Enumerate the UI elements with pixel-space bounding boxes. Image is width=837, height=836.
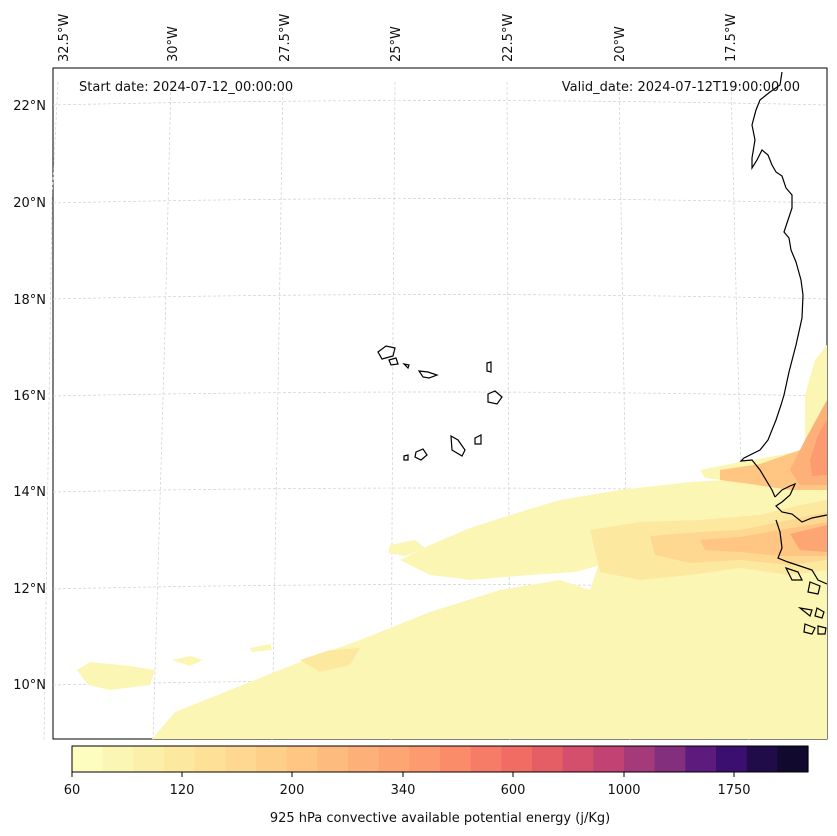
sao-vicente-island (388, 357, 399, 366)
colorbar-cell (440, 746, 472, 772)
colorbar-cell (286, 746, 318, 772)
cape-region-mid (790, 525, 827, 552)
african-coastline (739, 71, 804, 498)
valid-date-label: Valid_date: 2024-07-12T19:00:00.00 (562, 80, 800, 95)
parallel-line (52, 487, 828, 493)
colorbar-ticks (71, 772, 735, 777)
colorbar-cell (317, 746, 349, 772)
colorbar-cell (501, 746, 533, 772)
colorbar-cells (72, 746, 809, 772)
bijagos-islands (784, 566, 827, 635)
colorbar-cell (348, 746, 380, 772)
santo-antao-island (377, 345, 396, 360)
colorbar-cell (685, 746, 717, 772)
colorbar-cell (654, 746, 686, 772)
lat-label: 14°N (13, 485, 46, 500)
colorbar-cell (225, 746, 257, 772)
colorbar-tick-label: 1000 (607, 783, 640, 798)
lat-label: 20°N (13, 196, 46, 211)
cape-region-low (440, 670, 475, 705)
colorbar-cell (102, 746, 134, 772)
lat-label: 12°N (13, 582, 46, 597)
cape-region-mid (700, 522, 827, 556)
colorbar-label: 925 hPa convective available potential e… (270, 811, 610, 826)
colorbar-cell (409, 746, 441, 772)
colorbar-cell (470, 746, 502, 772)
colorbar-tick-label: 60 (64, 783, 81, 798)
colorbar-cell (716, 746, 748, 772)
colorbar-tick-label: 1750 (717, 783, 750, 798)
lon-label: 30°W (166, 26, 181, 62)
boa-vista-island (487, 390, 503, 405)
parallel-line (52, 198, 828, 204)
santa-luzia-island (402, 363, 410, 370)
colorbar-outline (71, 745, 809, 773)
colorbar-cell (133, 746, 165, 772)
gambia-coastline (774, 482, 828, 523)
colorbar: 60 120 200 340 600 1000 1750 925 hPa con… (64, 745, 809, 826)
coastlines (377, 71, 828, 635)
lon-label: 27.5°W (278, 14, 293, 62)
meridian-line (390, 81, 396, 741)
colorbar-cell (256, 746, 288, 772)
parallel-line (52, 100, 828, 106)
colorbar-cell (164, 746, 196, 772)
cape-region-low (152, 540, 827, 739)
parallel-line (52, 294, 828, 300)
sal-island (486, 361, 492, 373)
brava-island (403, 454, 409, 461)
lat-label: 22°N (13, 99, 46, 114)
lon-label: 20°W (613, 26, 628, 62)
cape-region-mid (300, 648, 360, 672)
parallel-line (52, 584, 828, 590)
colorbar-cell (72, 746, 104, 772)
colorbar-cell (194, 746, 226, 772)
colorbar-cell (777, 746, 809, 772)
colorbar-cell (593, 746, 625, 772)
lat-label: 18°N (13, 293, 46, 308)
colorbar-cell (746, 746, 778, 772)
colorbar-cell (532, 746, 564, 772)
cape-region-high (810, 420, 827, 476)
cape-region-low (172, 656, 203, 666)
santiago-island (450, 434, 466, 457)
parallel-line (52, 391, 828, 397)
cape-field (77, 345, 827, 739)
colorbar-tick-label: 200 (280, 783, 305, 798)
cape-region-low (388, 540, 425, 556)
guinea-bissau-coastline (775, 519, 828, 585)
maio-island (474, 434, 482, 445)
lon-label: 22.5°W (501, 14, 516, 62)
colorbar-cell (624, 746, 656, 772)
meridian-line (271, 81, 284, 741)
colorbar-tick-label: 340 (391, 783, 416, 798)
lat-label: 10°N (13, 678, 46, 693)
colorbar-tick-label: 600 (501, 783, 526, 798)
lat-label: 16°N (13, 389, 46, 404)
longitude-labels: 32.5°W 30°W 27.5°W 25°W 22.5°W 20°W 17.5… (57, 14, 739, 62)
meridian-line (152, 81, 172, 741)
lon-label: 25°W (389, 26, 404, 62)
cape-region-low (250, 644, 272, 652)
cape-region-low (77, 662, 155, 690)
colorbar-cell (378, 746, 410, 772)
lon-label: 32.5°W (57, 14, 72, 62)
latitude-labels: 22°N 20°N 18°N 16°N 14°N 12°N 10°N (13, 99, 46, 693)
sao-nicolau-island (417, 370, 439, 379)
lon-label: 17.5°W (724, 14, 739, 62)
colorbar-cell (562, 746, 594, 772)
start-date-label: Start date: 2024-07-12_00:00:00 (79, 80, 293, 95)
fogo-island (414, 448, 428, 461)
colorbar-tick-label: 120 (170, 783, 195, 798)
cape-region-low (676, 648, 705, 676)
